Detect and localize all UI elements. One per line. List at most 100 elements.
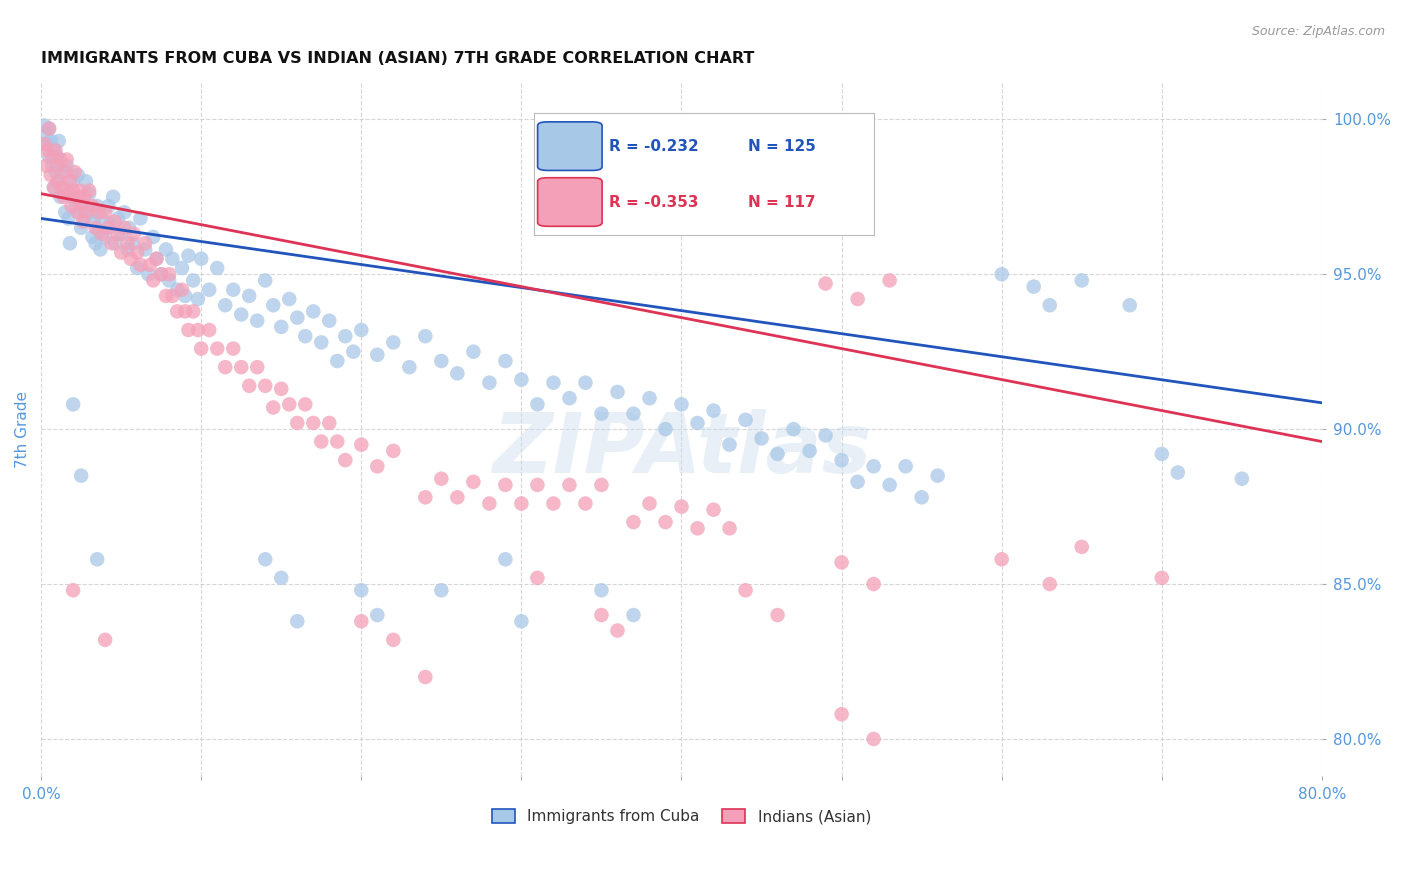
Point bbox=[60, 199, 83, 213]
Point bbox=[1070, 273, 1092, 287]
Point bbox=[638, 496, 661, 510]
Point bbox=[134, 236, 156, 251]
Point bbox=[70, 196, 93, 211]
Point bbox=[145, 252, 167, 266]
Point bbox=[82, 199, 104, 213]
Point bbox=[1119, 298, 1142, 312]
Point bbox=[60, 190, 83, 204]
Point bbox=[591, 478, 613, 492]
Point bbox=[862, 459, 884, 474]
Point bbox=[69, 184, 91, 198]
Point bbox=[174, 304, 197, 318]
Point bbox=[510, 373, 533, 387]
Point bbox=[69, 205, 91, 219]
Point bbox=[831, 555, 853, 569]
Point bbox=[246, 360, 269, 375]
Point bbox=[38, 121, 60, 136]
Point bbox=[311, 434, 333, 449]
Point bbox=[231, 360, 253, 375]
Point bbox=[42, 143, 65, 157]
Point bbox=[398, 360, 420, 375]
Point bbox=[238, 378, 260, 392]
Text: Source: ZipAtlas.com: Source: ZipAtlas.com bbox=[1251, 25, 1385, 38]
Point bbox=[543, 376, 565, 390]
Point bbox=[415, 491, 437, 505]
Point bbox=[799, 794, 821, 808]
Point bbox=[814, 428, 837, 442]
Point bbox=[654, 515, 676, 529]
Point bbox=[270, 319, 292, 334]
Point bbox=[782, 422, 804, 436]
Point bbox=[62, 174, 84, 188]
Point bbox=[62, 397, 84, 411]
Point bbox=[127, 260, 149, 275]
Point bbox=[1230, 472, 1253, 486]
Point bbox=[166, 304, 188, 318]
Point bbox=[558, 478, 581, 492]
Point bbox=[72, 214, 94, 228]
Point bbox=[831, 825, 853, 839]
Point bbox=[62, 583, 84, 598]
Point bbox=[751, 432, 773, 446]
Point bbox=[155, 243, 177, 257]
Point bbox=[285, 614, 308, 628]
Point bbox=[214, 360, 236, 375]
Point bbox=[35, 159, 58, 173]
Point bbox=[558, 391, 581, 405]
Point bbox=[48, 174, 70, 188]
Point bbox=[58, 186, 80, 201]
Point bbox=[53, 165, 76, 179]
Point bbox=[190, 252, 212, 266]
Point bbox=[97, 199, 120, 213]
Point bbox=[879, 273, 901, 287]
Point bbox=[382, 443, 405, 458]
Point bbox=[117, 236, 139, 251]
Point bbox=[335, 329, 357, 343]
Point bbox=[42, 180, 65, 194]
Point bbox=[112, 205, 135, 219]
Point bbox=[254, 552, 277, 566]
Point bbox=[80, 205, 103, 219]
Point bbox=[686, 521, 709, 535]
Point bbox=[294, 397, 316, 411]
Point bbox=[1167, 466, 1189, 480]
Point bbox=[121, 236, 143, 251]
Point bbox=[222, 342, 245, 356]
Point bbox=[91, 211, 114, 226]
Point bbox=[222, 283, 245, 297]
Point bbox=[181, 273, 204, 287]
Point bbox=[94, 230, 117, 244]
Point bbox=[44, 165, 66, 179]
Point bbox=[145, 252, 167, 266]
Point bbox=[415, 670, 437, 684]
Point bbox=[686, 416, 709, 430]
Point bbox=[671, 500, 693, 514]
Point bbox=[574, 496, 596, 510]
Point bbox=[139, 258, 162, 272]
Point bbox=[862, 731, 884, 746]
Point bbox=[75, 174, 97, 188]
Point bbox=[127, 245, 149, 260]
Point bbox=[415, 329, 437, 343]
Point bbox=[46, 149, 69, 163]
Point bbox=[382, 632, 405, 647]
Point bbox=[463, 475, 485, 489]
Point bbox=[494, 478, 516, 492]
Point bbox=[846, 292, 869, 306]
Point bbox=[59, 236, 82, 251]
Point bbox=[1039, 577, 1062, 591]
Point bbox=[350, 437, 373, 451]
Point bbox=[606, 624, 628, 638]
Point bbox=[177, 249, 200, 263]
Point bbox=[231, 308, 253, 322]
Point bbox=[157, 273, 180, 287]
Y-axis label: 7th Grade: 7th Grade bbox=[15, 391, 30, 467]
Point bbox=[65, 190, 87, 204]
Point bbox=[41, 159, 63, 173]
Point bbox=[170, 283, 193, 297]
Point bbox=[70, 220, 93, 235]
Point bbox=[110, 245, 132, 260]
Point bbox=[63, 165, 86, 179]
Point bbox=[366, 459, 388, 474]
Point bbox=[446, 367, 468, 381]
